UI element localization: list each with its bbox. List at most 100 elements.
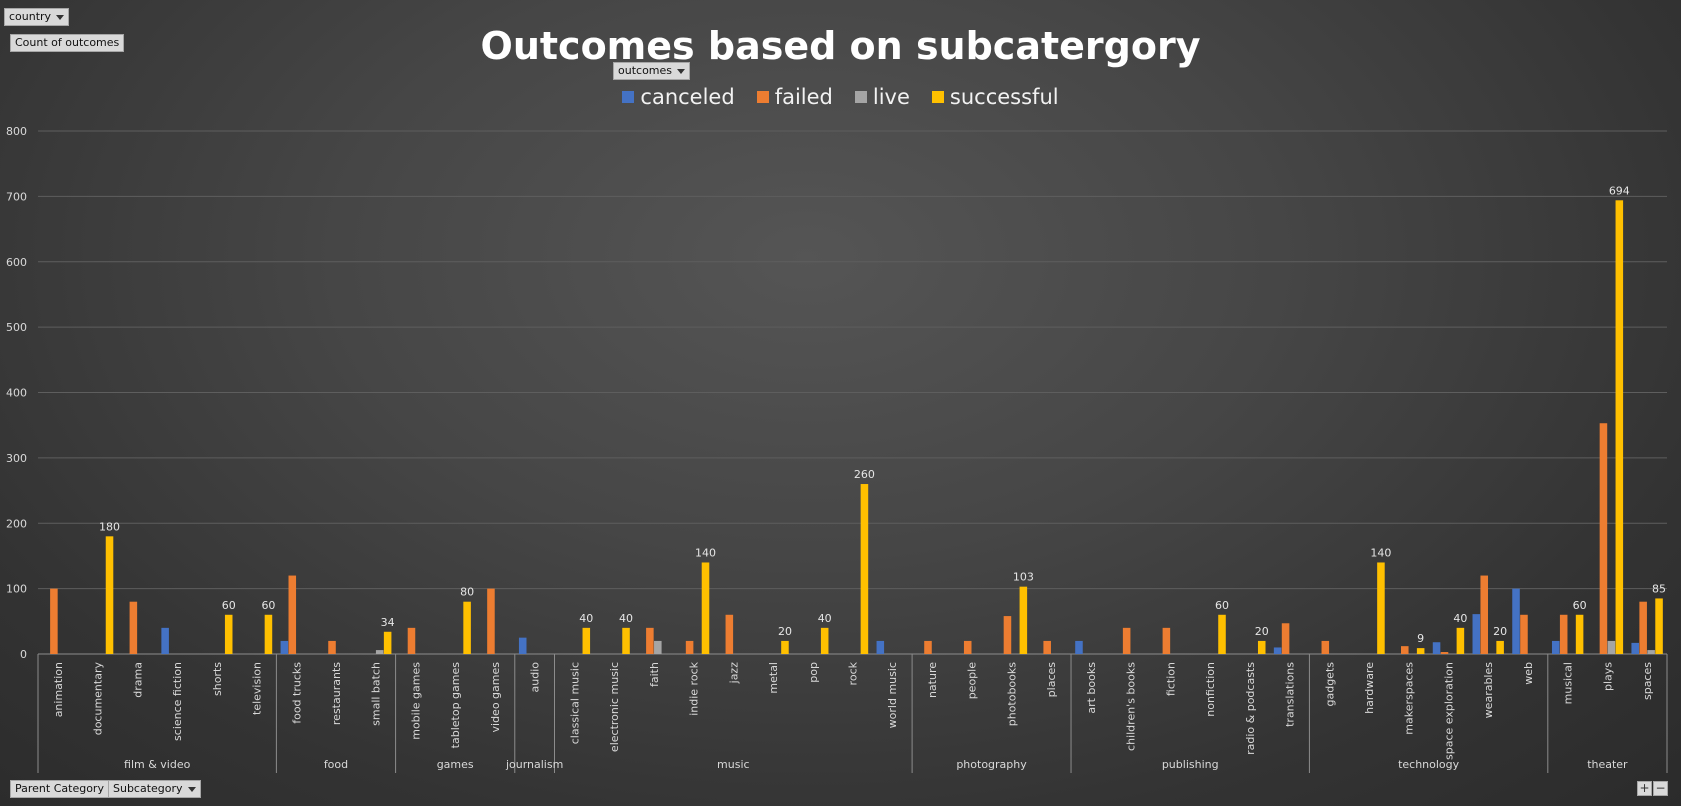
bar-web-canceled [1512,588,1520,654]
country-filter-label: country [9,10,52,23]
data-label: 60 [1573,599,1587,612]
y-tick-label: 300 [6,452,27,465]
bar-wearables-successful [1496,640,1504,654]
data-label: 40 [579,612,593,625]
country-filter-button[interactable]: country [4,8,70,26]
bar-faith-failed [646,627,654,654]
bar-gadgets-failed [1321,640,1330,654]
parent-category-filter-button[interactable]: Parent Category [10,780,122,798]
subcategory-filter-button[interactable]: Subcategory [108,780,201,798]
parent-category-label: technology [1398,758,1460,771]
bar-video-games-failed [487,588,495,654]
x-tick-label: faith [648,662,661,687]
bar-food-trucks-failed [288,575,297,654]
x-tick-label: translations [1284,662,1297,727]
x-tick-label: classical music [568,662,581,744]
parent-category-label: music [717,758,750,771]
bar-shorts-successful [224,614,233,654]
bar-faith-live [654,640,662,654]
bar-spaces-canceled [1631,642,1639,654]
x-tick-label: animation [52,662,65,717]
x-tick-label: web [1522,662,1535,685]
x-tick-label: nature [926,662,939,698]
bar-art-books-canceled [1075,640,1083,654]
data-label: 180 [99,520,120,533]
parent-category-label: theater [1587,758,1628,771]
bar-electronic-music-successful [622,627,630,654]
legend-label-successful: successful [949,85,1059,109]
x-tick-label: restaurants [330,662,343,725]
chart-title: Outcomes based on subcatergory [480,24,1201,68]
x-tick-label: video games [489,662,502,733]
x-tick-label: electronic music [608,662,621,752]
data-label: 9 [1417,632,1424,645]
dropdown-arrow-icon [187,786,196,792]
parent-category-label: games [437,758,474,771]
bar-classical-music-successful [582,627,591,654]
y-tick-label: 700 [6,190,27,203]
x-tick-label: mobile games [409,662,422,740]
bar-world-music-canceled [876,640,885,654]
bar-space-exploration-canceled [1432,642,1441,654]
legend-swatch-live [854,91,867,103]
parent-category-label: film & video [124,758,191,771]
data-label: 140 [1370,546,1391,559]
bar-space-exploration-successful [1456,627,1465,654]
bar-makerspaces-successful [1416,648,1425,654]
bar-space-exploration-failed [1440,652,1449,654]
bar-photobooks-failed [1003,616,1012,654]
data-label: 34 [381,616,395,629]
outcomes-filter-label: outcomes [618,64,673,77]
x-tick-label: audio [529,662,542,693]
parent-category-label: Parent Category [15,782,104,795]
data-label: 85 [1652,582,1666,595]
bar-translations-failed [1281,623,1290,654]
x-tick-label: world music [886,662,899,728]
bar-food-trucks-canceled [280,640,289,654]
legend-swatch-failed [756,91,769,103]
bar-photobooks-successful [1019,586,1028,654]
x-tick-label: gadgets [1323,662,1336,707]
x-tick-label: fiction [1164,662,1177,696]
outcomes-legend-filter-button[interactable]: outcomes [613,62,691,80]
legend-swatch-canceled [622,91,635,103]
bar-nonfiction-successful [1218,614,1226,654]
values-field-button[interactable]: Count of outcomes [10,34,125,52]
bar-places-failed [1043,640,1051,654]
bar-indie-rock-failed [685,640,694,654]
parent-category-label: journalism [505,758,563,771]
zoom-out-button[interactable]: − [1653,781,1668,796]
bar-jazz-failed [725,614,734,654]
bar-drama-failed [129,601,138,654]
bar-documentary-successful [105,536,114,654]
chart-legend: canceled failed live successful [0,85,1681,109]
x-tick-label: documentary [92,662,105,736]
data-label: 140 [695,546,716,559]
bar-plays-successful [1615,200,1624,655]
zoom-in-button[interactable]: + [1637,781,1652,796]
x-tick-label: science fiction [171,662,184,741]
bar-web-failed [1520,614,1528,654]
data-label: 60 [261,599,275,612]
y-tick-label: 400 [6,387,27,400]
x-tick-label: photobooks [1005,662,1018,727]
legend-label-live: live [872,85,910,109]
y-tick-label: 200 [6,517,27,530]
bar-small-batch-successful [383,631,392,654]
x-tick-label: food trucks [290,662,303,724]
x-tick-label: spaces [1641,662,1654,700]
x-tick-label: indie rock [688,661,701,715]
y-tick-label: 0 [20,648,27,661]
bar-small-batch-live [375,650,384,654]
x-tick-label: rock [847,661,860,685]
parent-category-label: food [324,758,348,771]
x-tick-label: people [966,662,979,700]
legend-swatch-successful [931,91,944,103]
bar-spaces-successful [1655,598,1663,654]
bar-tabletop-games-successful [463,601,471,654]
data-label: 20 [778,625,792,638]
x-tick-label: drama [131,662,144,698]
data-label: 40 [619,612,633,625]
bar-indie-rock-successful [701,562,710,654]
